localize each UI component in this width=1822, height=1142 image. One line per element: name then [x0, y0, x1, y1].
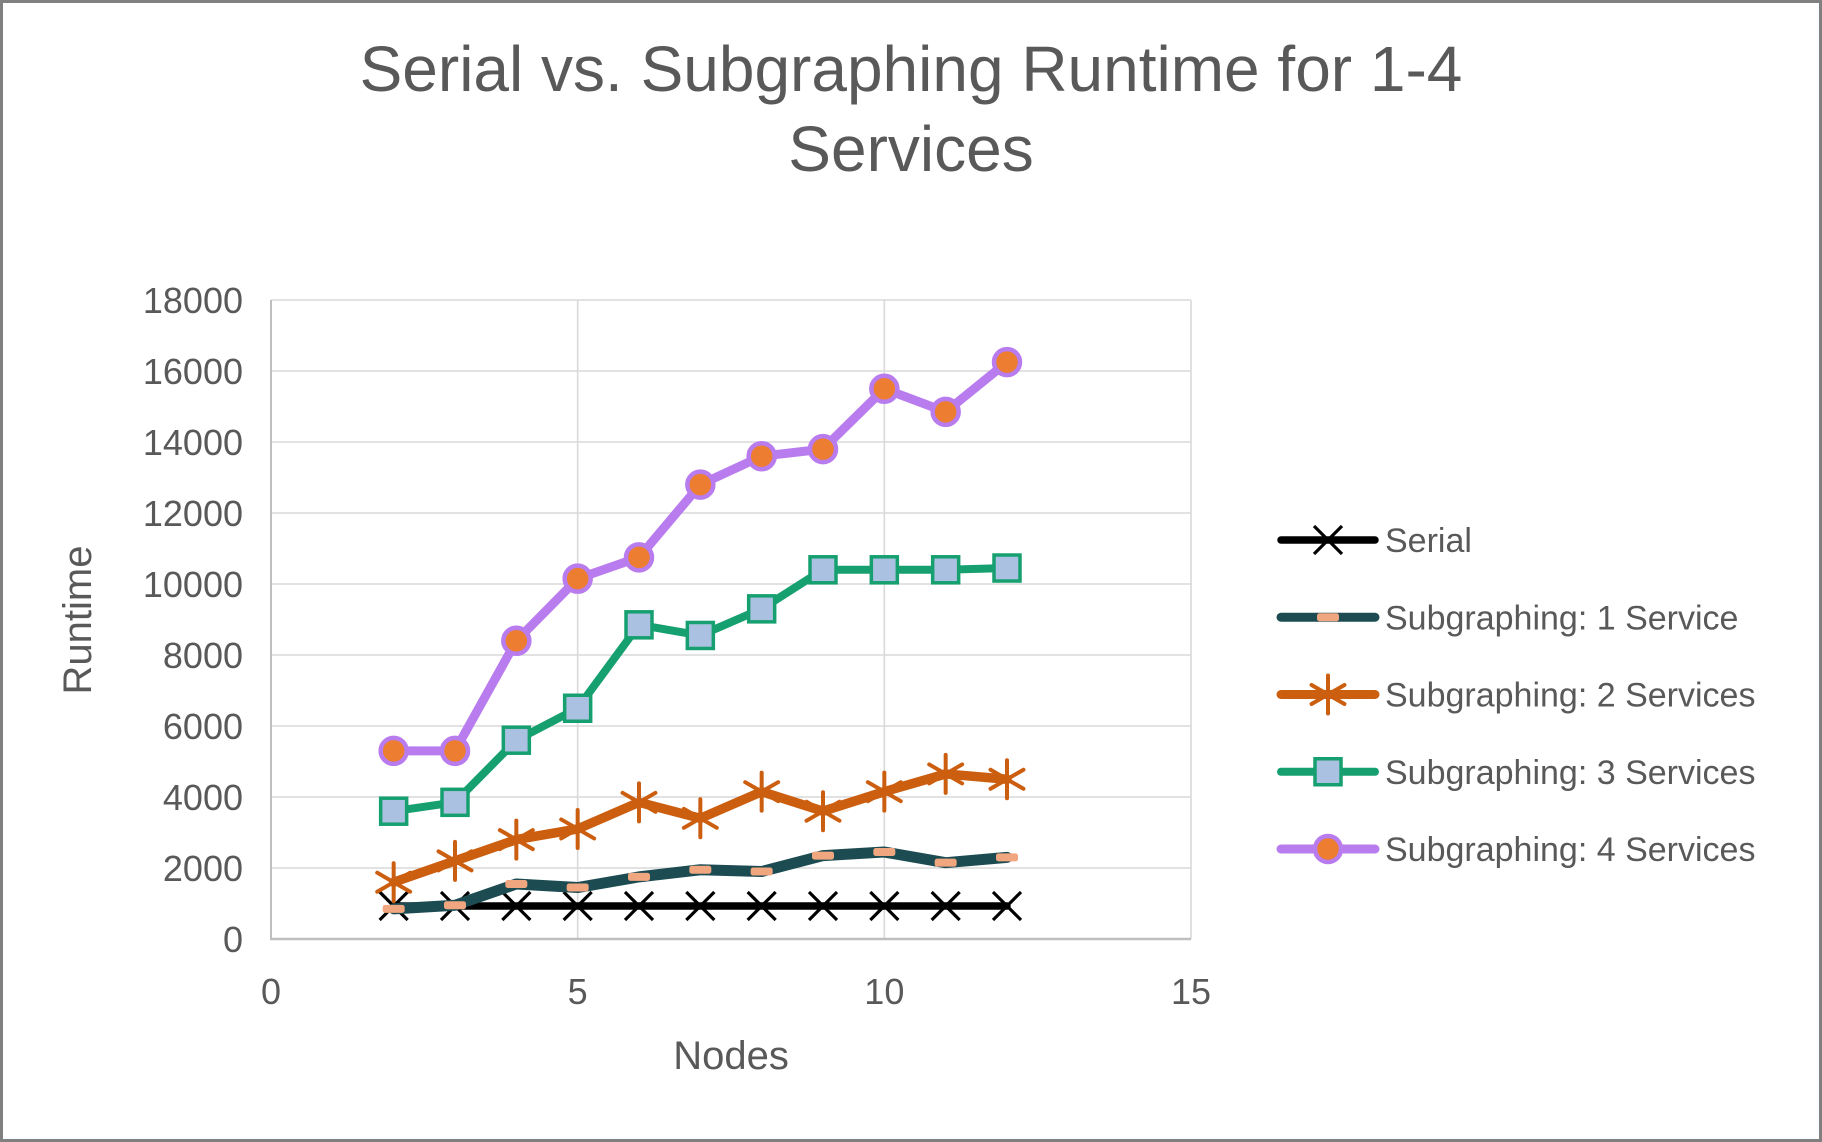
- x-axis-title: Nodes: [673, 1034, 789, 1078]
- y-tick-label: 12000: [143, 493, 243, 534]
- x-tick-label: 10: [864, 971, 904, 1012]
- legend-label: Serial: [1385, 522, 1472, 560]
- legend-swatch-marker: [1313, 757, 1343, 787]
- x-tick-label: 0: [261, 971, 281, 1012]
- axes: [270, 300, 1191, 941]
- y-tick-label: 0: [223, 919, 243, 960]
- legend-swatch-marker: [1317, 613, 1339, 622]
- series-line-subgraphing-1-service: [388, 846, 1013, 915]
- series-subgraphing-4-services: [378, 346, 1023, 767]
- y-axis-title: Runtime: [56, 546, 100, 695]
- x-tick-label: 15: [1171, 971, 1211, 1012]
- legend-swatch-marker: [1312, 833, 1344, 865]
- legend-swatch-marker: [1312, 524, 1344, 556]
- legend-label: Subgraphing: 1 Service: [1385, 599, 1738, 637]
- y-tick-label: 10000: [143, 564, 243, 605]
- y-tick-label: 8000: [163, 635, 243, 676]
- y-tick-label: 4000: [163, 777, 243, 818]
- y-tick-label: 14000: [143, 422, 243, 463]
- legend-label: Subgraphing: 2 Services: [1385, 677, 1755, 715]
- line-chart: 0 2000 4000 6000 8000 10000 12000 14000 16000 180…: [56, 280, 1755, 1078]
- series-line-subgraphing-4-services: [389, 357, 1012, 756]
- y-tick-label: 6000: [163, 706, 243, 747]
- series-subgraphing-2-services: [375, 752, 1026, 904]
- legend-swatch-marker: [1309, 673, 1347, 716]
- legend-label: Subgraphing: 4 Services: [1385, 831, 1755, 869]
- legend-item-subgraphing-2-services: Subgraphing: 2 Services: [1276, 673, 1755, 716]
- y-tick-label: 2000: [163, 848, 243, 889]
- x-axis-tick-labels: 0 5 10 15: [261, 971, 1211, 1012]
- y-tick-label: 16000: [143, 351, 243, 392]
- legend-item-serial: Serial: [1277, 522, 1472, 560]
- legend-item-subgraphing-3-services: Subgraphing: 3 Services: [1277, 754, 1755, 792]
- legend: Serial Subgraphing: 1 Service Subgraphing:…: [1276, 522, 1755, 869]
- y-tick-label: 18000: [143, 280, 243, 321]
- x-tick-label: 5: [568, 971, 588, 1012]
- y-axis-tick-labels: 0 2000 4000 6000 8000 10000 12000 14000 16000 180…: [143, 280, 243, 960]
- gridlines: [271, 299, 1192, 939]
- series-subgraphing-3-services: [378, 553, 1022, 826]
- legend-label: Subgraphing: 3 Services: [1385, 754, 1755, 792]
- series-subgraphing-1-service: [382, 846, 1018, 915]
- legend-item-subgraphing-1-service: Subgraphing: 1 Service: [1276, 599, 1738, 637]
- legend-item-subgraphing-4-services: Subgraphing: 4 Services: [1276, 831, 1755, 869]
